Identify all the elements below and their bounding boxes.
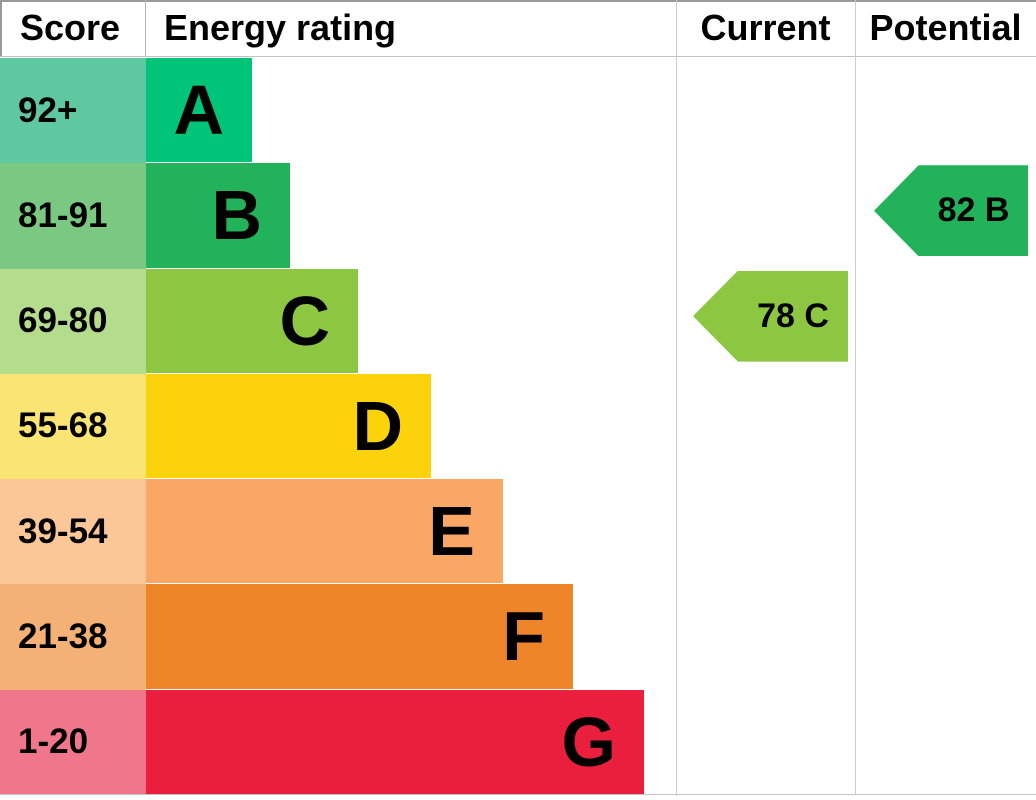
potential-column-divider xyxy=(855,0,856,795)
rating-bar-b: B xyxy=(146,163,290,269)
rating-bar-c: C xyxy=(146,268,358,374)
potential-rating-label: 82 B xyxy=(937,191,1010,230)
rating-bar-d: D xyxy=(146,373,431,480)
score-cell-g: 1-20 xyxy=(0,689,146,795)
score-cell-b: 81-91 xyxy=(0,163,146,269)
score-cell-e: 39-54 xyxy=(0,479,146,585)
band-row-g: 1-20 G xyxy=(0,689,676,795)
score-cell-d: 55-68 xyxy=(0,373,146,480)
chart-bottom-border xyxy=(0,794,1036,795)
band-row-f: 21-38 F xyxy=(0,584,676,690)
header-current-label: Current xyxy=(700,7,831,48)
header-energy-rating-label: Energy rating xyxy=(164,7,397,48)
header-potential: Potential xyxy=(855,0,1036,56)
rating-bar-g: G xyxy=(146,689,644,795)
band-row-e: 39-54 E xyxy=(0,479,676,585)
header-score-label: Score xyxy=(20,7,121,48)
rating-bands: 92+ A 81-91 B 69-80 C 55-68 D 39-54 E 21… xyxy=(0,58,676,795)
rating-bar-e: E xyxy=(146,479,503,585)
rating-bar-f: F xyxy=(146,584,573,690)
chart-header-row: Score Energy rating Current Potential xyxy=(0,0,1036,57)
score-cell-a: 92+ xyxy=(0,58,146,164)
band-row-d: 55-68 D xyxy=(0,373,676,480)
score-cell-f: 21-38 xyxy=(0,584,146,690)
header-potential-label: Potential xyxy=(869,7,1022,48)
current-rating-arrow: 78 C xyxy=(693,270,848,362)
rating-bar-a: A xyxy=(146,58,252,164)
header-current: Current xyxy=(676,0,855,56)
header-score: Score xyxy=(0,0,146,56)
potential-rating-arrow: 82 B xyxy=(874,165,1028,257)
score-cell-c: 69-80 xyxy=(0,268,146,374)
header-energy-rating: Energy rating xyxy=(146,0,676,56)
band-row-b: 81-91 B xyxy=(0,163,676,269)
chart-top-border xyxy=(0,0,1036,2)
current-column-divider xyxy=(676,0,677,795)
band-row-a: 92+ A xyxy=(0,58,676,164)
current-rating-label: 78 C xyxy=(757,296,829,335)
band-row-c: 69-80 C xyxy=(0,268,676,374)
